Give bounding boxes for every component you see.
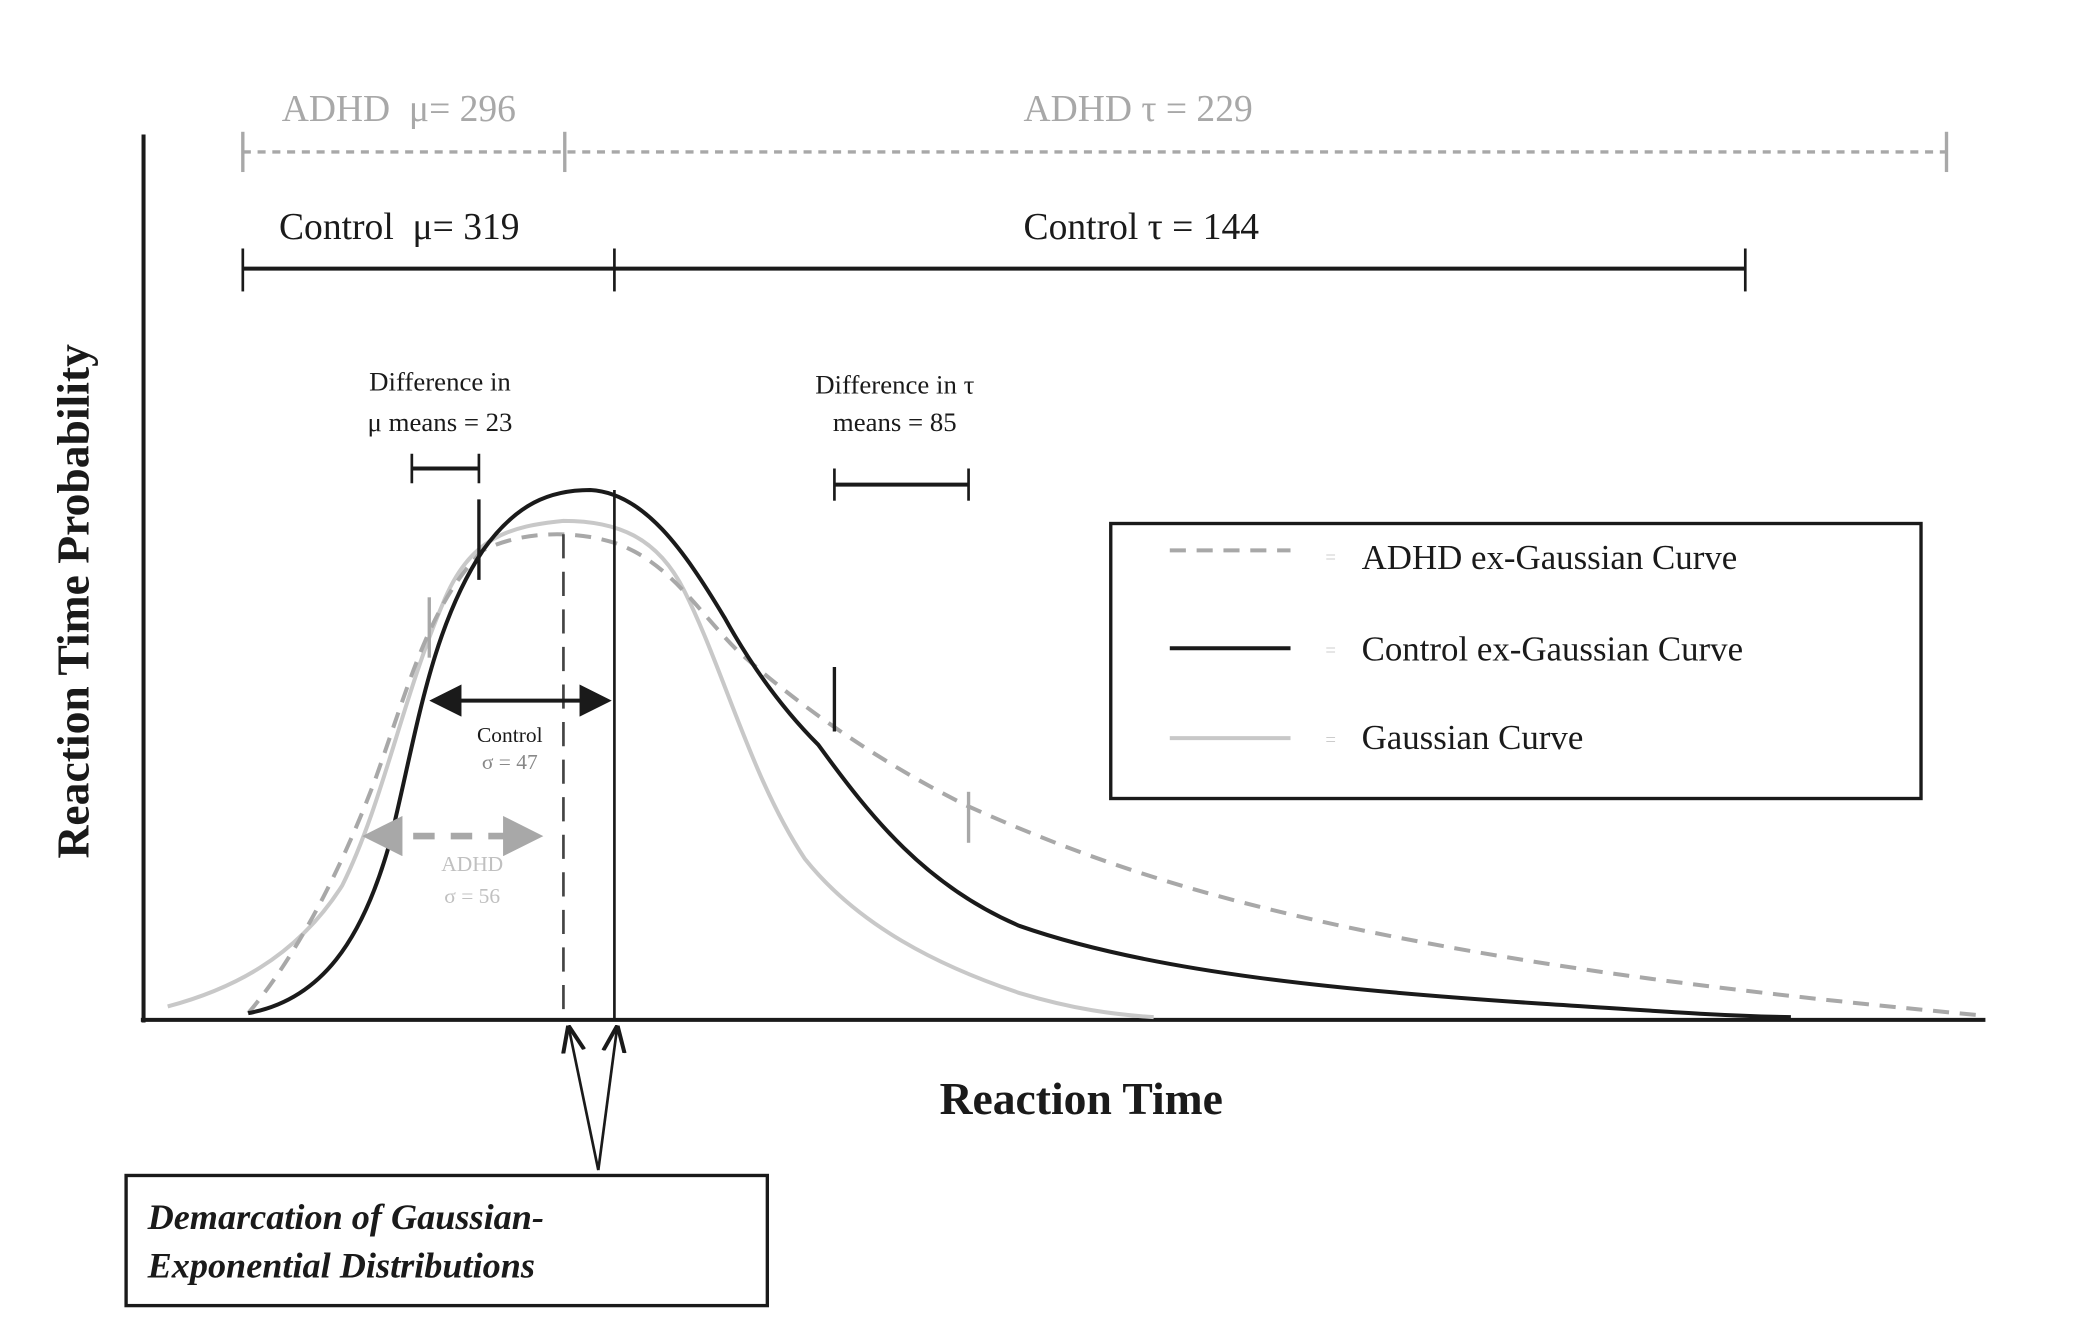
diff-mu-label-2: μ means = 23 (368, 407, 513, 437)
diff-tau-label-2: means = 85 (833, 407, 957, 437)
adhd-tau-label: ADHD τ = 229 (1024, 89, 1253, 130)
y-axis-label: Reaction Time Probability (48, 344, 99, 859)
adhd-mu-label: ADHD μ= 296 (282, 89, 516, 130)
legend-item-control: = Control ex-Gaussian Curve (1169, 629, 1743, 668)
adhd-ex-gaussian-curve (246, 532, 1986, 1018)
demarcation-callout: Demarcation of Gaussian- Exponential Dis… (124, 1173, 770, 1308)
svg-text:Control ex-Gaussian Curve: Control ex-Gaussian Curve (1362, 629, 1743, 668)
svg-text:Gaussian Curve: Gaussian Curve (1362, 718, 1584, 757)
control-mu-label: Control μ= 319 (279, 207, 520, 248)
control-sigma-label-1: Control (477, 723, 543, 747)
control-ex-gaussian-curve (247, 487, 1791, 1020)
diff-mu-bar (410, 453, 481, 484)
legend: = ADHD ex-Gaussian Curve = Control ex-Ga… (1109, 521, 1923, 801)
control-sigma-label-2: σ = 47 (482, 750, 538, 774)
svg-text:=: = (1325, 640, 1336, 661)
legend-item-gaussian: = Gaussian Curve (1169, 718, 1584, 757)
svg-text:ADHD ex-Gaussian Curve: ADHD ex-Gaussian Curve (1362, 538, 1738, 577)
svg-text:=: = (1325, 548, 1336, 569)
control-range-bar (241, 248, 1747, 292)
svg-text:=: = (1325, 730, 1336, 751)
demarcation-arrows (569, 1028, 617, 1171)
legend-item-adhd: = ADHD ex-Gaussian Curve (1169, 538, 1738, 577)
adhd-sigma-label-1: ADHD (441, 852, 503, 876)
adhd-range-bar (241, 131, 1949, 173)
curve-tick-marks (427, 499, 971, 843)
gaussian-curve (167, 518, 1154, 1020)
diff-tau-bar (833, 468, 970, 501)
diff-tau-label-1: Difference in τ (815, 369, 974, 399)
svg-text:Exponential Distributions: Exponential Distributions (147, 1245, 535, 1285)
adhd-sigma-label-2: σ = 56 (444, 884, 500, 908)
control-tau-label: Control τ = 144 (1024, 207, 1260, 248)
x-axis-label: Reaction Time (940, 1073, 1223, 1124)
diff-mu-label-1: Difference in (369, 367, 511, 397)
svg-text:Demarcation of Gaussian-: Demarcation of Gaussian- (147, 1197, 544, 1237)
